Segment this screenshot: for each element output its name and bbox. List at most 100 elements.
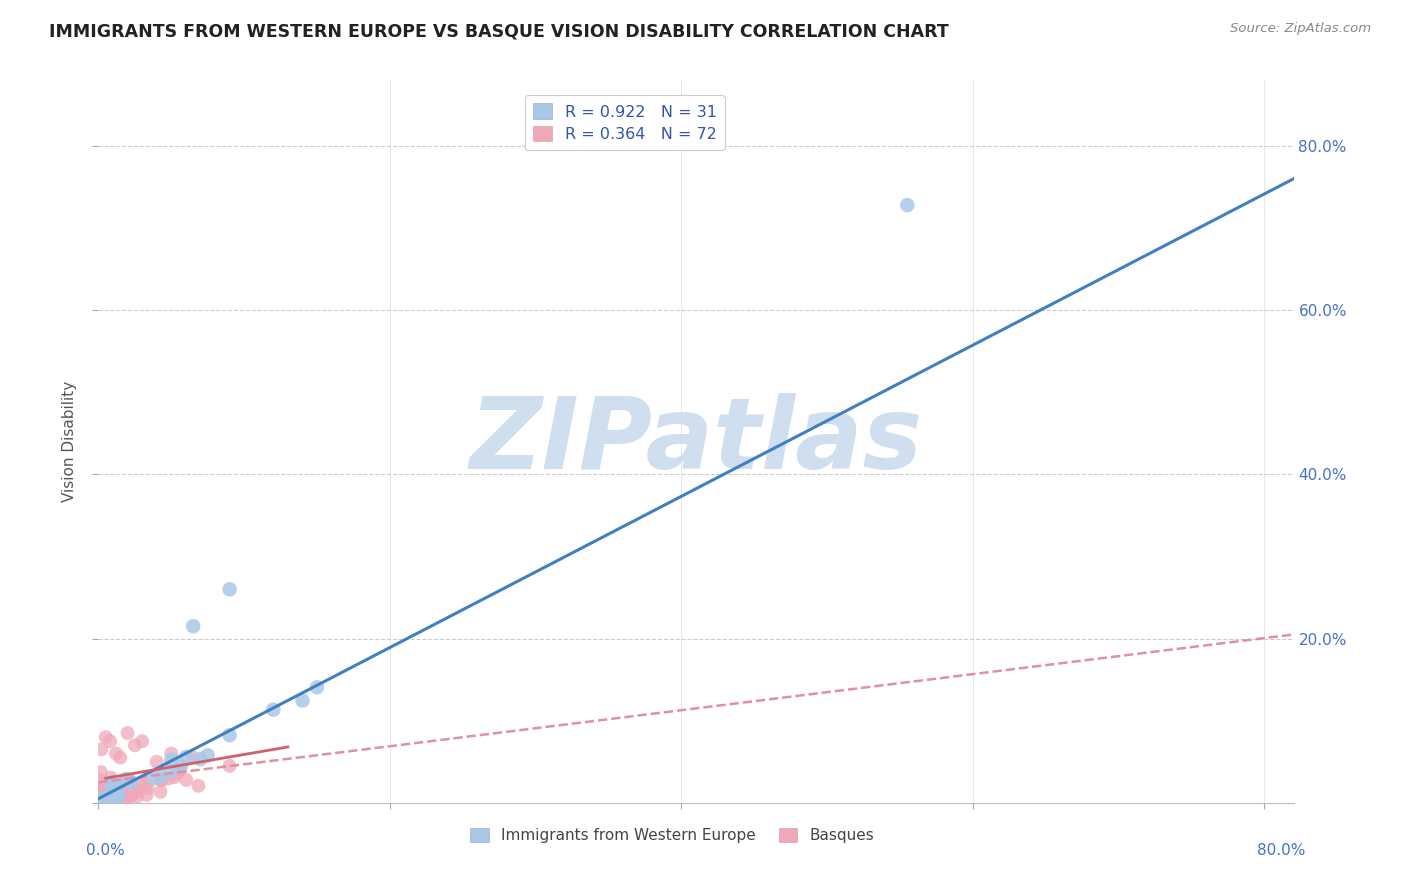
Point <box>89 772 111 787</box>
Point <box>125 789 148 804</box>
Point <box>160 747 183 761</box>
Text: 0.0%: 0.0% <box>87 843 125 857</box>
Point <box>120 775 142 789</box>
Point <box>103 782 125 797</box>
Point <box>117 726 139 740</box>
Point <box>121 785 143 799</box>
Point <box>124 781 146 796</box>
Point <box>170 759 193 773</box>
Point <box>197 748 219 763</box>
Point <box>176 772 198 787</box>
Point <box>100 780 122 795</box>
Point <box>96 794 118 808</box>
Point <box>105 789 128 804</box>
Point <box>101 780 124 795</box>
Point <box>107 789 129 804</box>
Point <box>104 782 127 797</box>
Point <box>101 792 124 806</box>
Point <box>120 788 142 802</box>
Point <box>90 765 112 780</box>
Point <box>104 791 127 805</box>
Point <box>96 789 118 804</box>
Point <box>89 792 111 806</box>
Point <box>103 792 125 806</box>
Point <box>135 776 157 790</box>
Point <box>129 777 152 791</box>
Point <box>218 582 240 597</box>
Point <box>110 750 132 764</box>
Point <box>93 794 115 808</box>
Point <box>160 752 183 766</box>
Point <box>91 785 114 799</box>
Point <box>131 734 153 748</box>
Point <box>100 786 122 800</box>
Text: ZIPatlas: ZIPatlas <box>470 393 922 490</box>
Point <box>157 772 180 786</box>
Point <box>104 789 127 804</box>
Point <box>169 763 191 777</box>
Point <box>93 793 115 807</box>
Point <box>121 789 143 803</box>
Point <box>117 789 139 804</box>
Point <box>98 786 121 800</box>
Point <box>97 790 120 805</box>
Text: IMMIGRANTS FROM WESTERN EUROPE VS BASQUE VISION DISABILITY CORRELATION CHART: IMMIGRANTS FROM WESTERN EUROPE VS BASQUE… <box>49 22 949 40</box>
Point <box>91 794 114 808</box>
Point <box>150 772 173 787</box>
Point <box>107 791 129 805</box>
Point <box>122 783 145 797</box>
Point <box>174 750 197 764</box>
Point <box>145 755 167 769</box>
Point <box>117 786 139 800</box>
Point <box>94 730 117 744</box>
Point <box>89 790 111 805</box>
Point <box>117 790 139 805</box>
Point <box>218 759 240 773</box>
Point <box>135 788 157 802</box>
Point <box>93 777 115 791</box>
Point <box>90 742 112 756</box>
Point <box>103 784 125 798</box>
Point <box>105 789 128 803</box>
Point <box>181 750 204 764</box>
Point <box>136 781 159 796</box>
Point <box>107 792 129 806</box>
Point <box>105 789 128 803</box>
Point <box>114 775 136 789</box>
Point <box>127 784 149 798</box>
Point <box>96 791 118 805</box>
Point <box>103 779 125 793</box>
Point <box>101 775 124 789</box>
Point <box>111 777 134 791</box>
Point <box>110 787 132 801</box>
Point <box>94 792 117 806</box>
Point <box>96 792 118 806</box>
Point <box>187 779 209 793</box>
Point <box>97 789 120 804</box>
Point <box>262 703 284 717</box>
Point <box>142 771 165 785</box>
Point <box>190 752 212 766</box>
Legend: Immigrants from Western Europe, Basques: Immigrants from Western Europe, Basques <box>464 822 880 849</box>
Point <box>96 793 118 807</box>
Point <box>101 788 124 802</box>
Point <box>89 792 111 806</box>
Point <box>118 774 141 789</box>
Point <box>149 770 172 784</box>
Point <box>103 787 125 801</box>
Point <box>101 794 124 808</box>
Point <box>91 790 114 805</box>
Point <box>89 789 111 804</box>
Point <box>98 734 121 748</box>
Point <box>107 791 129 805</box>
Point <box>166 766 188 780</box>
Point <box>118 773 141 788</box>
Point <box>91 792 114 806</box>
Point <box>108 787 131 801</box>
Point <box>305 681 328 695</box>
Point <box>100 771 122 785</box>
Point <box>896 198 918 212</box>
Point <box>100 777 122 791</box>
Point <box>104 747 127 761</box>
Point <box>111 791 134 805</box>
